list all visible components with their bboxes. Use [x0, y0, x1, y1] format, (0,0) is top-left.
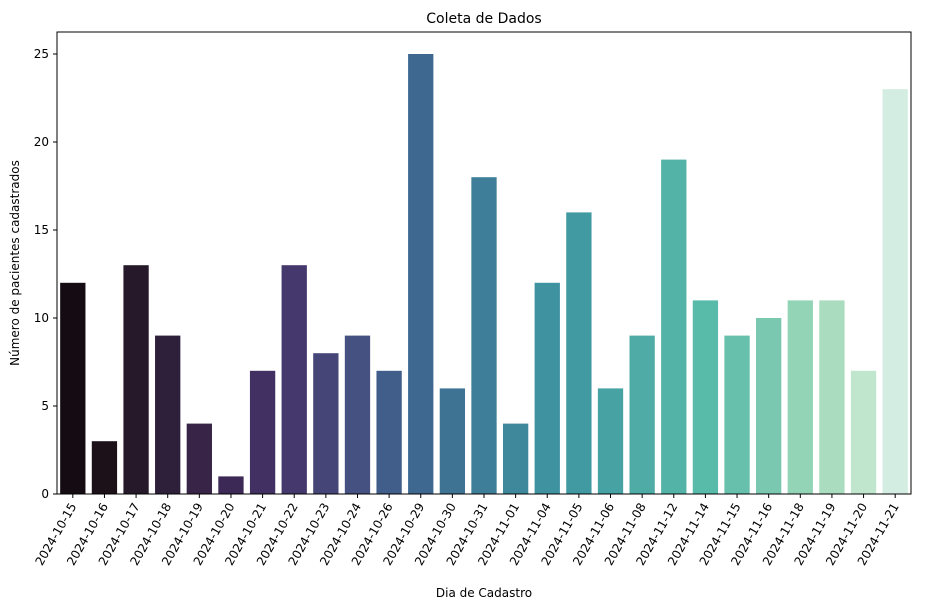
bars — [60, 54, 908, 494]
y-tick-label: 15 — [34, 223, 49, 237]
bar-2024-11-06 — [597, 388, 624, 494]
bar-2024-11-08 — [629, 335, 655, 494]
bar-2024-10-18 — [155, 335, 181, 494]
bar-2024-10-23 — [313, 353, 339, 494]
bar-2024-11-14 — [692, 300, 719, 494]
y-axis-title: Número de pacientes cadastrados — [8, 160, 22, 366]
bar-2024-10-31 — [471, 177, 497, 494]
bar-2024-10-21 — [249, 370, 276, 494]
bar-2024-11-20 — [850, 370, 877, 494]
y-tick-label: 20 — [34, 135, 49, 149]
bar-2024-10-16 — [91, 441, 118, 494]
bar-2024-10-29 — [408, 54, 434, 494]
bar-2024-11-05 — [566, 212, 592, 494]
bar-2024-11-21 — [882, 89, 908, 494]
y-axis: 0 5 10 15 20 25 — [34, 47, 57, 501]
bar-2024-11-12 — [661, 159, 687, 494]
bar-2024-11-19 — [819, 300, 845, 494]
chart-title: Coleta de Dados — [426, 11, 541, 27]
bar-2024-10-15 — [60, 282, 86, 494]
bar-2024-11-01 — [502, 423, 529, 494]
x-axis-title: Dia de Cadastro — [436, 586, 532, 600]
bar-2024-10-22 — [281, 265, 307, 494]
bar-2024-10-17 — [123, 265, 149, 494]
y-tick-label: 25 — [34, 47, 49, 61]
x-axis: 2024-10-152024-10-162024-10-172024-10-18… — [32, 494, 902, 568]
bar-2024-11-16 — [756, 318, 782, 494]
y-tick-label: 5 — [41, 399, 49, 413]
bar-2024-10-24 — [344, 335, 371, 494]
bar-2024-10-19 — [186, 423, 212, 494]
bar-2024-10-26 — [376, 370, 402, 494]
bar-2024-11-04 — [534, 282, 560, 494]
y-tick-label: 0 — [41, 487, 49, 501]
bar-2024-10-20 — [218, 476, 244, 494]
bar-2024-11-18 — [787, 300, 813, 494]
bar-2024-11-15 — [724, 335, 750, 494]
bar-2024-10-30 — [439, 388, 466, 494]
y-tick-label: 10 — [34, 311, 49, 325]
